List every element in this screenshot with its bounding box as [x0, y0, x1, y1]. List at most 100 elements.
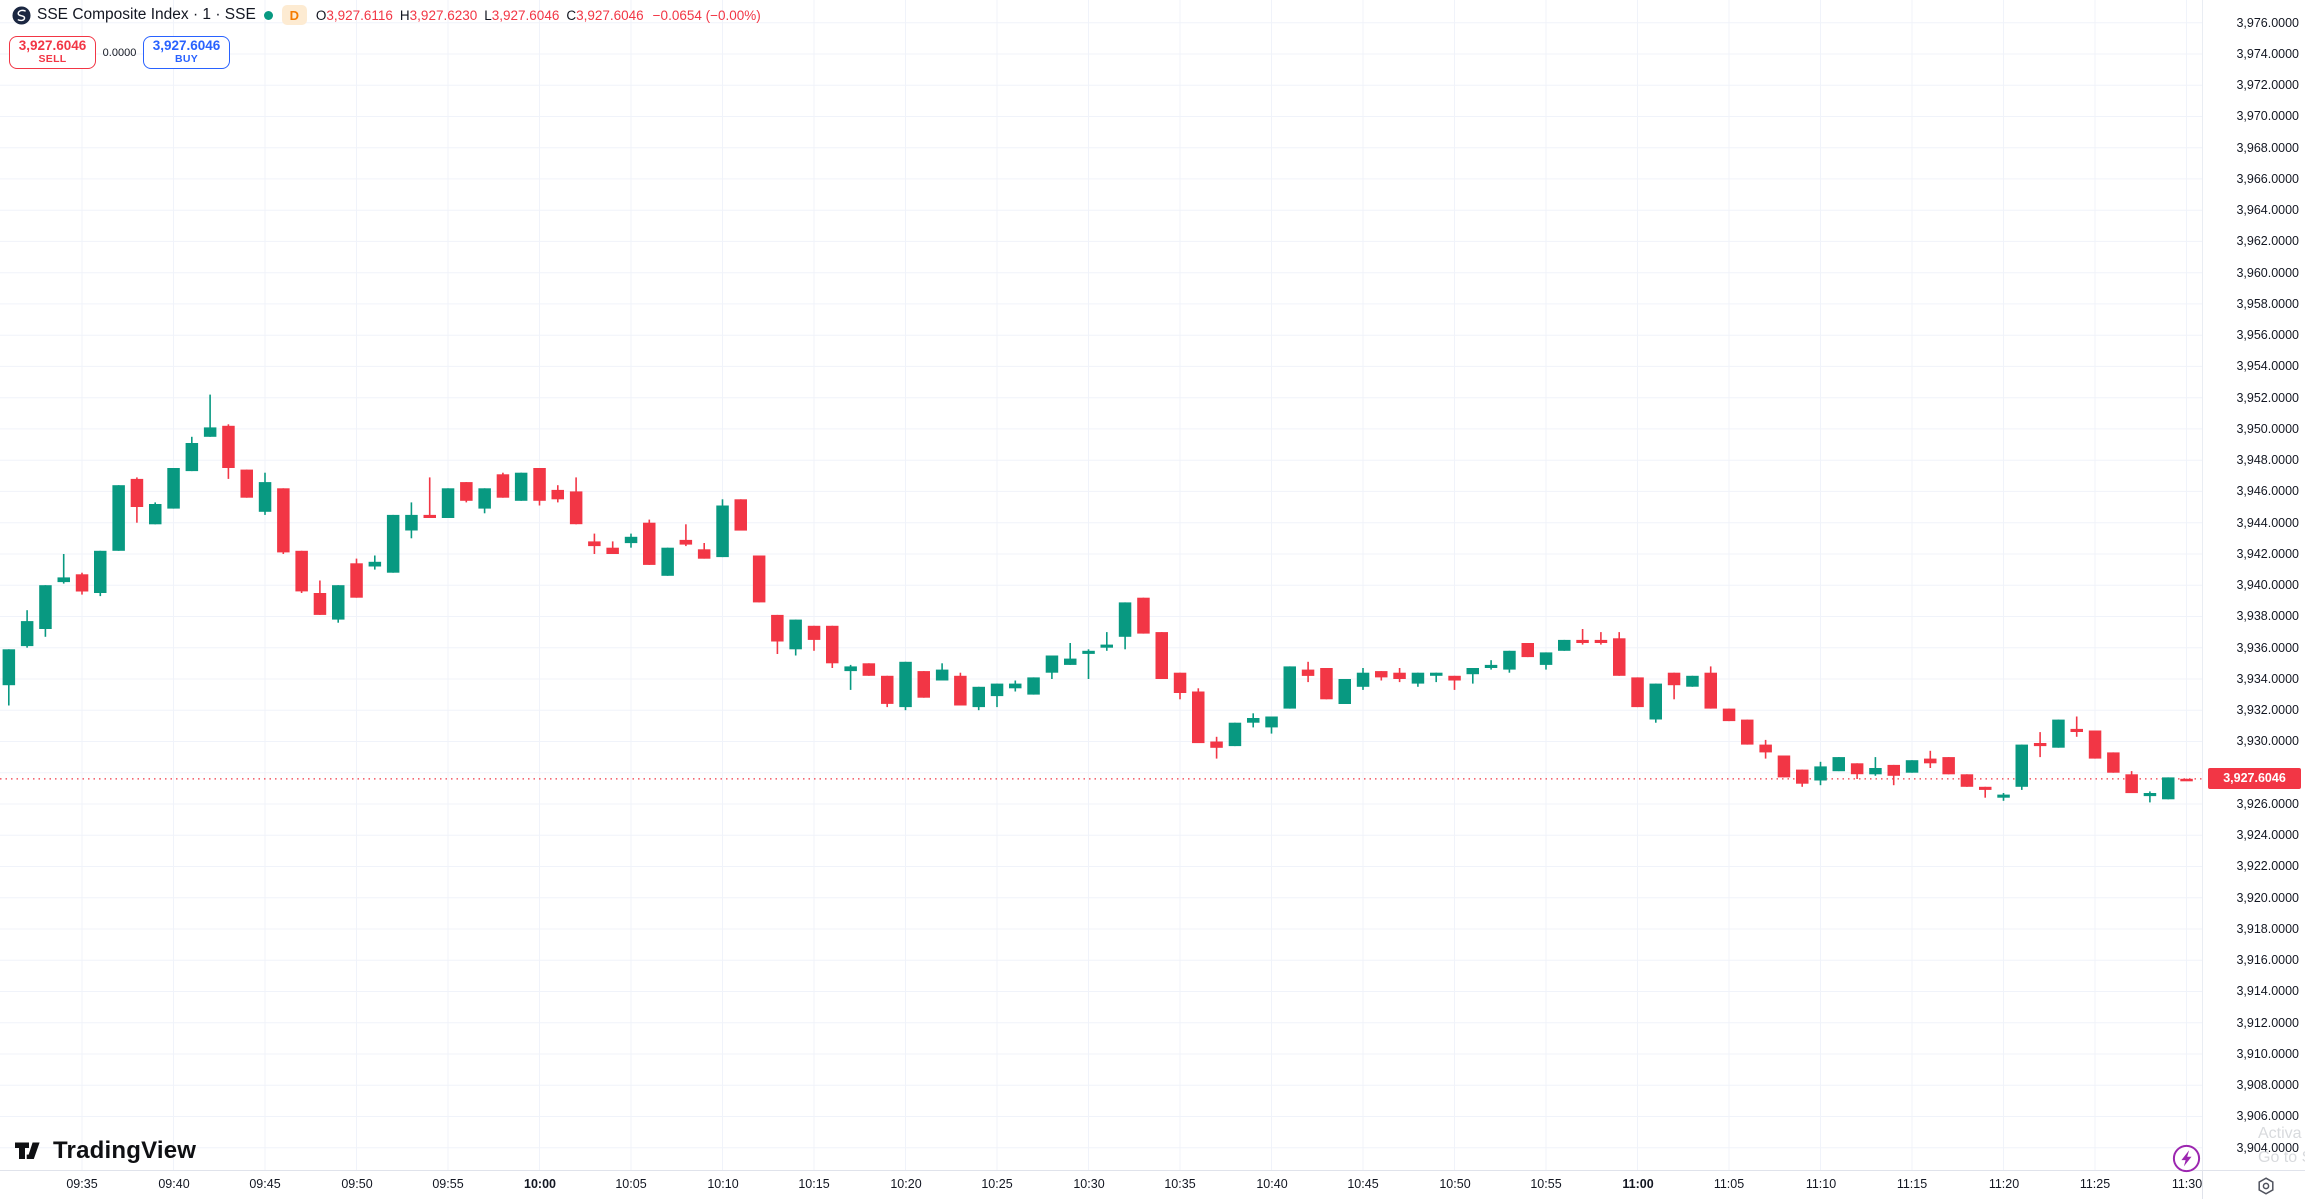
time-axis-tick: 10:10	[707, 1177, 739, 1191]
time-axis-tick: 11:05	[1713, 1177, 1745, 1191]
windows-activation-watermark: Activa Go to S	[2258, 1122, 2305, 1170]
high-label: H	[399, 7, 410, 23]
watermark-line1: Activa	[2258, 1125, 2302, 1142]
price-axis-tick: 3,930.0000	[2236, 734, 2299, 748]
time-axis[interactable]: 09:35 09:40 09:45 09:50 09:55 10:00 10:05 10:10…	[0, 1170, 2305, 1199]
price-axis-tick: 3,918.0000	[2236, 922, 2299, 936]
price-axis-tick: 3,946.0000	[2236, 484, 2299, 498]
price-axis-tick: 3,906.0000	[2236, 1109, 2299, 1123]
spread-value: 0.0000	[102, 46, 137, 59]
time-axis-tick: 11:00	[1622, 1177, 1654, 1191]
low-value: 3,927.6046	[491, 7, 560, 23]
price-axis-tick: 3,962.0000	[2236, 234, 2299, 248]
time-axis-tick: 09:45	[249, 1177, 281, 1191]
trade-panel: 3,927.6046 SELL 0.0000 3,927.6046 BUY	[9, 36, 230, 69]
gear-icon[interactable]	[2256, 1176, 2276, 1196]
price-axis-tick: 3,948.0000	[2236, 453, 2299, 467]
price-axis-tick: 3,916.0000	[2236, 953, 2299, 967]
chart-pane[interactable]	[0, 0, 2202, 1170]
time-axis-tick: 09:50	[341, 1177, 373, 1191]
price-axis-tick: 3,964.0000	[2236, 203, 2299, 217]
price-axis-tick: 3,958.0000	[2236, 297, 2299, 311]
time-axis-tick: 09:55	[432, 1177, 464, 1191]
time-axis-tick: 11:15	[1896, 1177, 1928, 1191]
time-axis-tick: 11:10	[1805, 1177, 1837, 1191]
time-axis-tick: 11:20	[1988, 1177, 2020, 1191]
price-axis-tick: 3,908.0000	[2236, 1078, 2299, 1092]
interval-badge[interactable]: D	[281, 5, 307, 25]
time-axis-tick: 10:25	[981, 1177, 1013, 1191]
grid-lines	[0, 0, 2202, 1170]
price-axis-tick: 3,956.0000	[2236, 328, 2299, 342]
price-axis-tick: 3,940.0000	[2236, 578, 2299, 592]
tradingview-logo[interactable]: TradingView	[15, 1137, 196, 1165]
price-axis-tick: 3,950.0000	[2236, 422, 2299, 436]
price-axis-tick: 3,966.0000	[2236, 172, 2299, 186]
sse-symbol-logo-icon	[12, 5, 31, 25]
close-value: 3,927.6046	[576, 7, 644, 23]
current-price-label: 3,927.6046	[2208, 768, 2301, 789]
time-axis-tick: 10:40	[1256, 1177, 1288, 1191]
time-axis-tick: 10:45	[1347, 1177, 1379, 1191]
price-axis-tick: 3,938.0000	[2236, 609, 2299, 623]
change-value: −0.0654 (−0.00%)	[652, 7, 761, 23]
time-axis-tick: 10:55	[1530, 1177, 1562, 1191]
symbol-legend: SSE Composite Index · 1 · SSE D O 3,927.6…	[12, 5, 761, 25]
price-axis-tick: 3,976.0000	[2236, 16, 2299, 30]
open-value: 3,927.6116	[326, 7, 393, 23]
axis-corner-separator	[2202, 1171, 2203, 1199]
tradingview-logo-icon	[15, 1142, 40, 1159]
time-axis-tick: 10:20	[890, 1177, 922, 1191]
price-axis-tick: 3,924.0000	[2236, 828, 2299, 842]
price-axis-tick: 3,954.0000	[2236, 359, 2299, 373]
time-axis-tick: 11:25	[2079, 1177, 2111, 1191]
price-axis-tick: 3,932.0000	[2236, 703, 2299, 717]
price-axis-tick: 3,934.0000	[2236, 672, 2299, 686]
time-axis-tick: 09:40	[158, 1177, 190, 1191]
market-status-dot-icon[interactable]	[263, 10, 273, 20]
price-axis-tick: 3,952.0000	[2236, 391, 2299, 405]
candles-layer	[2, 394, 2193, 803]
lightning-bolt-icon[interactable]	[2172, 1144, 2201, 1173]
sell-price: 3,927.6046	[18, 38, 87, 54]
price-axis-tick: 3,968.0000	[2236, 141, 2299, 155]
price-axis-tick: 3,922.0000	[2236, 859, 2299, 873]
price-axis-tick: 3,936.0000	[2236, 641, 2299, 655]
price-axis-tick: 3,912.0000	[2236, 1016, 2299, 1030]
price-axis-tick: 3,972.0000	[2236, 78, 2299, 92]
open-label: O	[315, 7, 327, 23]
sell-button-label: SELL	[38, 53, 67, 66]
buy-button[interactable]: 3,927.6046 BUY	[143, 36, 230, 69]
price-axis[interactable]: 3,927.6046 3,976.0000 3,974.0000 3,972.000…	[2202, 0, 2305, 1170]
high-value: 3,927.6230	[409, 7, 478, 23]
close-label: C	[566, 7, 577, 23]
price-axis-tick: 3,942.0000	[2236, 547, 2299, 561]
time-axis-tick: 10:05	[615, 1177, 647, 1191]
time-axis-tick: 10:35	[1164, 1177, 1196, 1191]
price-axis-tick: 3,944.0000	[2236, 516, 2299, 530]
watermark-line2: Go to S	[2258, 1149, 2305, 1166]
price-axis-tick: 3,960.0000	[2236, 266, 2299, 280]
time-axis-tick: 10:30	[1073, 1177, 1105, 1191]
time-axis-tick: 11:30	[2171, 1177, 2203, 1191]
price-axis-tick: 3,904.0000	[2236, 1141, 2299, 1155]
time-axis-tick: 09:35	[66, 1177, 98, 1191]
price-axis-tick: 3,974.0000	[2236, 47, 2299, 61]
symbol-title[interactable]: SSE Composite Index · 1 · SSE	[37, 6, 256, 23]
buy-button-label: BUY	[174, 53, 199, 66]
sell-button[interactable]: 3,927.6046 SELL	[9, 36, 96, 69]
price-axis-tick: 3,910.0000	[2236, 1047, 2299, 1061]
tradingview-logo-text: TradingView	[53, 1137, 197, 1164]
price-axis-tick: 3,920.0000	[2236, 891, 2299, 905]
price-axis-tick: 3,926.0000	[2236, 797, 2299, 811]
price-axis-tick: 3,914.0000	[2236, 984, 2299, 998]
time-axis-tick: 10:00	[524, 1177, 556, 1191]
price-axis-tick: 3,970.0000	[2236, 109, 2299, 123]
low-label: L	[484, 7, 492, 23]
buy-price: 3,927.6046	[152, 38, 221, 54]
ohlc-readout: O 3,927.6116 H 3,927.6230 L 3,927.6046 C 3,9…	[316, 8, 761, 23]
time-axis-tick: 10:50	[1439, 1177, 1471, 1191]
candlestick-chart[interactable]	[0, 0, 2202, 1170]
time-axis-tick: 10:15	[798, 1177, 830, 1191]
